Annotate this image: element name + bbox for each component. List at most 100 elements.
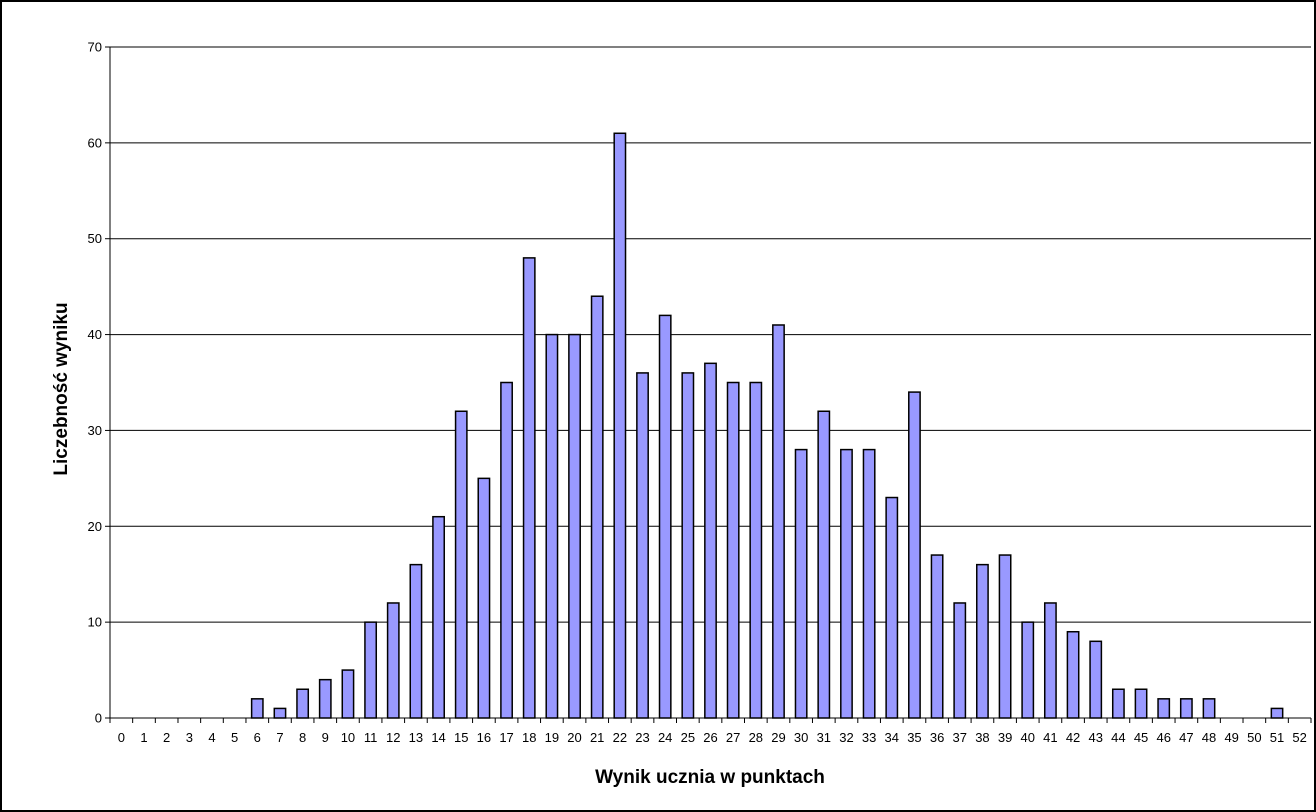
x-tick-label: 6 (254, 730, 261, 745)
bar-15 (456, 411, 467, 718)
bar-33 (863, 450, 874, 718)
x-tick-label: 16 (477, 730, 491, 745)
x-tick-label: 17 (499, 730, 513, 745)
x-tick-label: 51 (1270, 730, 1284, 745)
x-tick-label: 5 (231, 730, 238, 745)
bar-9 (320, 680, 331, 718)
x-tick-label: 38 (975, 730, 989, 745)
x-tick-label: 48 (1202, 730, 1216, 745)
bar-23 (637, 373, 648, 718)
bar-12 (388, 603, 399, 718)
x-tick-label: 21 (590, 730, 604, 745)
bar-32 (841, 450, 852, 718)
bar-19 (546, 335, 557, 718)
x-tick-label: 43 (1088, 730, 1102, 745)
x-tick-label: 18 (522, 730, 536, 745)
x-tick-label: 15 (454, 730, 468, 745)
x-tick-label: 46 (1156, 730, 1170, 745)
x-tick-label: 2 (163, 730, 170, 745)
bar-8 (297, 689, 308, 718)
x-tick-label: 36 (930, 730, 944, 745)
x-tick-label: 9 (322, 730, 329, 745)
bar-42 (1067, 632, 1078, 718)
bar-6 (252, 699, 263, 718)
x-tick-label: 41 (1043, 730, 1057, 745)
x-tick-label: 22 (613, 730, 627, 745)
y-tick-label: 50 (88, 231, 102, 246)
x-tick-label: 50 (1247, 730, 1261, 745)
x-tick-label: 33 (862, 730, 876, 745)
y-tick-label: 60 (88, 135, 102, 150)
bar-31 (818, 411, 829, 718)
x-axis-title: Wynik ucznia w punktach (595, 767, 825, 788)
bar-34 (886, 498, 897, 718)
x-tick-label: 20 (567, 730, 581, 745)
y-tick-label: 20 (88, 519, 102, 534)
bar-20 (569, 335, 580, 718)
bar-18 (524, 258, 535, 718)
y-tick-label: 30 (88, 423, 102, 438)
bar-28 (750, 383, 761, 719)
x-tick-label: 42 (1066, 730, 1080, 745)
x-tick-label: 24 (658, 730, 672, 745)
x-tick-label: 39 (998, 730, 1012, 745)
x-tick-label: 52 (1292, 730, 1306, 745)
bar-22 (614, 133, 625, 718)
y-tick-label: 40 (88, 327, 102, 342)
x-tick-label: 13 (409, 730, 423, 745)
y-tick-label: 10 (88, 615, 102, 630)
x-tick-label: 32 (839, 730, 853, 745)
x-tick-label: 11 (364, 730, 378, 745)
bar-7 (274, 708, 285, 718)
y-tick-labels: 0 10 20 30 40 50 60 70 (88, 40, 110, 726)
bar-25 (682, 373, 693, 718)
bar-24 (660, 315, 671, 718)
x-tick-label: 19 (545, 730, 559, 745)
bar-48 (1203, 699, 1214, 718)
bar-38 (977, 565, 988, 718)
bar-51 (1271, 708, 1282, 718)
x-tick-label: 47 (1179, 730, 1193, 745)
bar-46 (1158, 699, 1169, 718)
x-tick-label: 35 (907, 730, 921, 745)
x-tick-label: 12 (386, 730, 400, 745)
bar-10 (342, 670, 353, 718)
bar-43 (1090, 641, 1101, 718)
bar-17 (501, 383, 512, 719)
x-tick-label: 30 (794, 730, 808, 745)
x-tick-label: 45 (1134, 730, 1148, 745)
x-tick-label: 37 (953, 730, 967, 745)
y-tick-label: 70 (88, 40, 102, 55)
bar-29 (773, 325, 784, 718)
x-tick-label: 10 (341, 730, 355, 745)
bar-26 (705, 363, 716, 718)
bar-30 (795, 450, 806, 718)
bar-35 (909, 392, 920, 718)
x-tick-label: 31 (817, 730, 831, 745)
bar-45 (1135, 689, 1146, 718)
x-tick-labels: 0 1 2 3 4 5 6 7 8 9 10 11 12 13 14 15 16 17 18 19 20 21 22 23 24… (110, 718, 1311, 745)
bar-37 (954, 603, 965, 718)
x-tick-label: 44 (1111, 730, 1125, 745)
x-tick-label: 40 (1021, 730, 1035, 745)
x-tick-label: 14 (431, 730, 445, 745)
x-tick-label: 26 (703, 730, 717, 745)
x-tick-label: 34 (885, 730, 899, 745)
y-axis-title: Liczebność wyniku (51, 302, 72, 475)
x-tick-label: 27 (726, 730, 740, 745)
x-tick-label: 1 (140, 730, 147, 745)
bar-16 (478, 478, 489, 718)
y-tick-label: 0 (95, 711, 102, 726)
x-tick-label: 4 (208, 730, 215, 745)
bar-44 (1113, 689, 1124, 718)
bar-13 (410, 565, 421, 718)
x-tick-label: 28 (749, 730, 763, 745)
bar-41 (1045, 603, 1056, 718)
bar-39 (999, 555, 1010, 718)
bar-47 (1181, 699, 1192, 718)
bar-27 (727, 383, 738, 719)
bar-21 (592, 296, 603, 718)
bar-36 (931, 555, 942, 718)
